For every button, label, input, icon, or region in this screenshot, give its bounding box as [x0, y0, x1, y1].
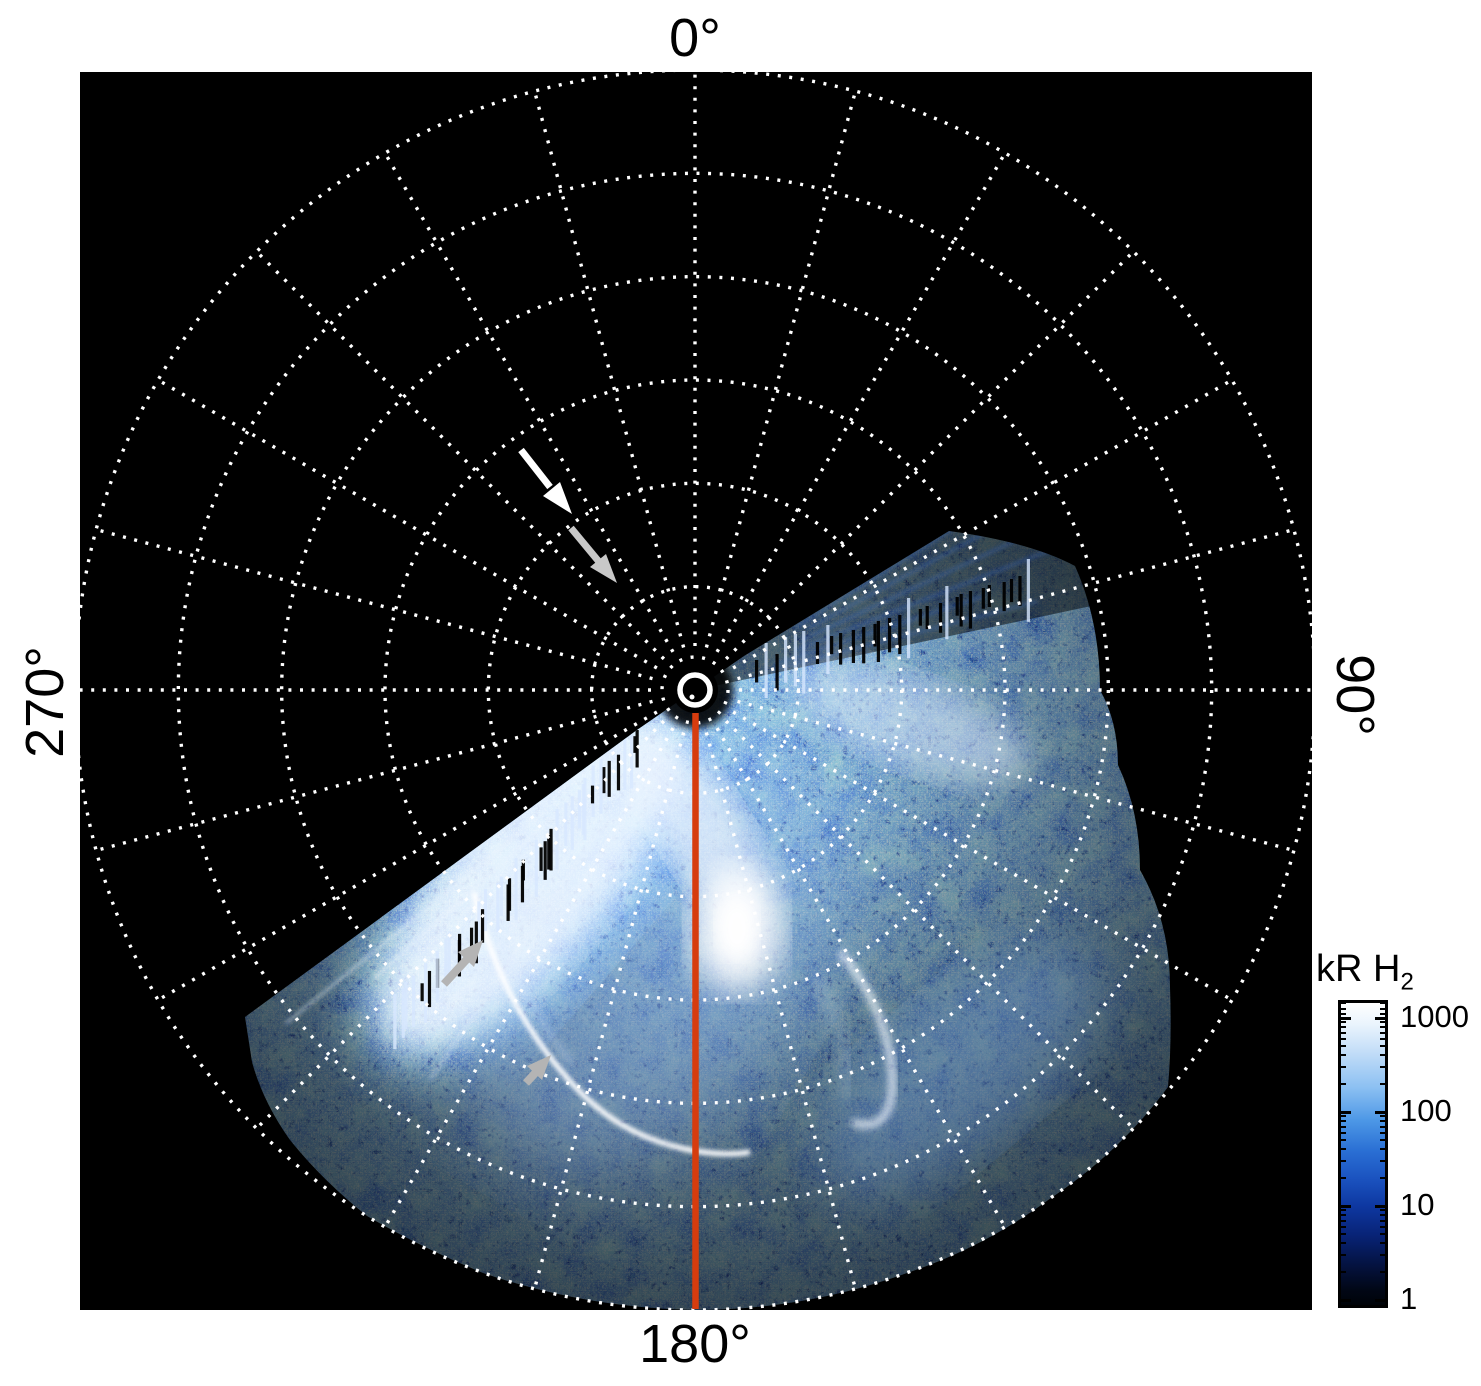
grid-spoke [385, 154, 675, 653]
grid-spoke [704, 93, 857, 648]
colorbar-tick-label: 10 [1400, 1187, 1435, 1222]
grid-spoke [533, 93, 686, 648]
fan-streak [455, 742, 622, 864]
grid-ring [176, 171, 1214, 1209]
colorbar-title: kR H2 [1316, 948, 1476, 997]
grid-spoke [257, 719, 666, 1128]
grid-spoke [732, 380, 1231, 670]
grid-spoke [732, 710, 1231, 1000]
grid-spoke [257, 252, 666, 661]
annotation-arrows [441, 447, 617, 1086]
grid-spoke [159, 710, 658, 1000]
colorbar-gradient [1338, 1000, 1388, 1308]
colorbar-title-text: kR H [1316, 948, 1401, 990]
central-bright-core [717, 898, 757, 958]
angle-label-90: 90° [1325, 654, 1385, 736]
pointer-arrow-gray-arc [441, 940, 483, 987]
grid-spoke [98, 699, 653, 852]
secondary-arc [837, 949, 896, 1129]
polar-plot [80, 72, 1312, 1310]
center-marker [672, 667, 718, 713]
faint-wedge-streak [770, 600, 1038, 672]
fan-streak [373, 758, 620, 980]
fan-streak [434, 839, 581, 1029]
grid-spoke [737, 528, 1292, 681]
pointer-arrow-white [518, 447, 572, 514]
secondary-arc-echo [812, 975, 851, 1101]
pointer-arrow-gray-upper [568, 525, 617, 583]
pointer-arrow-gray-arc2 [523, 1055, 551, 1086]
grid-spoke [704, 732, 857, 1287]
fan-streak [284, 809, 549, 1025]
colorbar-tick-label: 100 [1400, 1093, 1452, 1128]
angle-label-180: 180° [639, 1314, 751, 1374]
faint-wedge-streak [800, 531, 1042, 642]
colorbar-tick-label: 1000 [1400, 999, 1469, 1034]
grid-spoke [724, 252, 1133, 661]
grid-spoke [737, 699, 1292, 852]
grid-spoke [98, 528, 653, 681]
colorbar-title-subscript: 2 [1400, 968, 1414, 996]
polar-grid [80, 72, 1312, 1310]
outer-wash [821, 948, 1099, 1196]
center-marker-dot [689, 694, 695, 700]
grid-spoke [724, 719, 1133, 1128]
center-marker-ring [677, 672, 713, 708]
grid-ring [383, 378, 1007, 1002]
angle-label-270: 270° [15, 646, 75, 758]
angle-label-0: 0° [669, 8, 721, 68]
grid-spoke [533, 732, 686, 1287]
grid-spoke [715, 727, 1005, 1226]
grid-ring [279, 274, 1111, 1106]
upper-right-wash [791, 661, 1029, 783]
grid-spoke [715, 154, 1005, 653]
main-auroral-arc [471, 891, 751, 1157]
main-arc-echo [482, 883, 574, 1065]
colorbar-tick-label: 1 [1400, 1281, 1418, 1316]
grid-spoke [159, 380, 658, 670]
fan-streak [428, 821, 606, 1081]
aurora-bright-features [245, 531, 1099, 1196]
grid-spoke [385, 727, 675, 1226]
grid-ring-inner [660, 655, 730, 725]
faint-wedge-streak [794, 531, 991, 629]
